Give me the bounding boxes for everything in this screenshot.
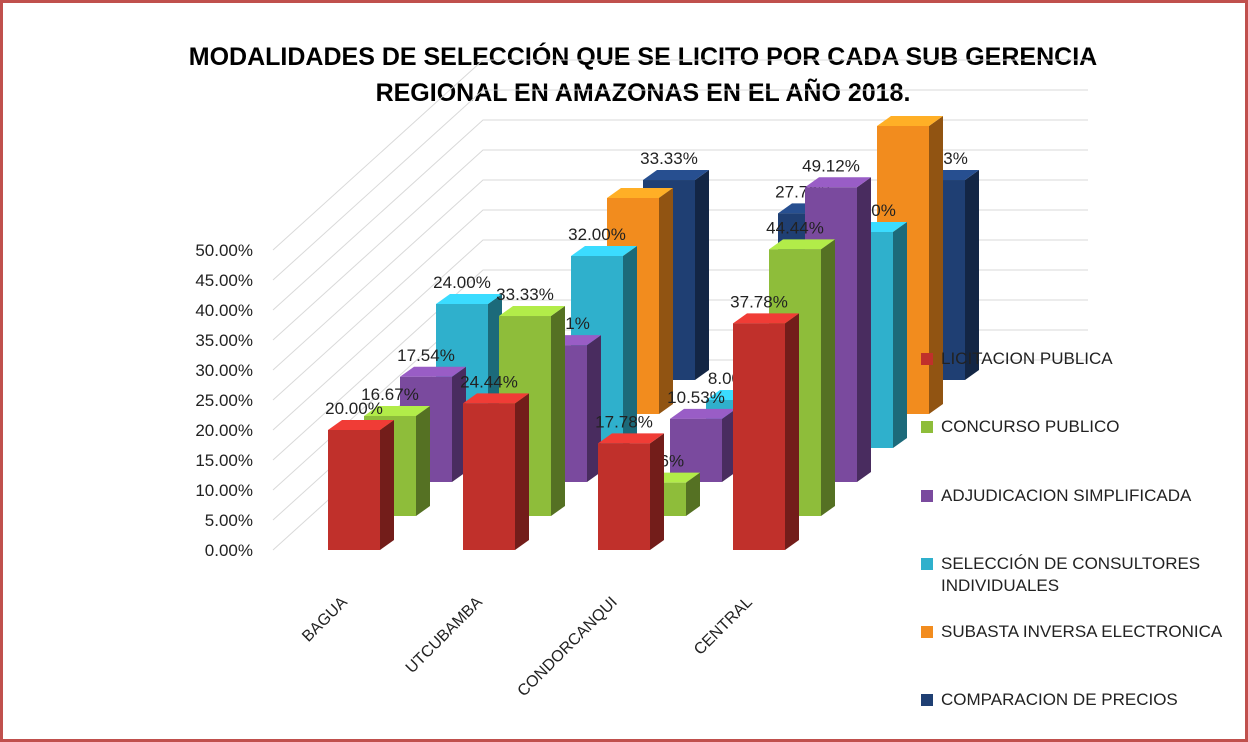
data-label: 17.54% <box>397 346 455 365</box>
data-label: 24.44% <box>460 372 518 391</box>
bar-top <box>733 313 799 324</box>
x-tick-label: CENTRAL <box>691 594 756 659</box>
bar-top <box>598 433 664 444</box>
bar-side <box>965 170 979 380</box>
data-label: 16.67% <box>361 385 419 404</box>
x-tick-label: BAGUA <box>299 594 351 646</box>
y-tick-label: 35.00% <box>195 331 253 350</box>
bar <box>463 403 515 550</box>
y-tick-label: 50.00% <box>195 241 253 260</box>
bar-top <box>769 239 835 250</box>
bar-top <box>436 294 502 304</box>
legend-swatch <box>921 558 933 570</box>
data-label: 17.78% <box>595 412 653 431</box>
bar-top <box>670 408 736 419</box>
bar-side <box>893 222 907 448</box>
legend-label: CONCURSO PUBLICO <box>941 417 1120 436</box>
legend-item: SUBASTA INVERSA ELECTRONICA <box>921 621 1245 643</box>
bar-side <box>650 433 664 550</box>
data-label: 10.53% <box>667 388 725 407</box>
legend-item: ADJUDICACION SIMPLIFICADA <box>921 485 1245 507</box>
bar-side <box>551 306 565 516</box>
legend-item: COMPARACION DE PRECIOS <box>921 689 1245 711</box>
x-tick-label: CONDORCANQUI <box>515 594 621 700</box>
bar-side <box>623 246 637 448</box>
legend-swatch <box>921 490 933 502</box>
y-tick-label: 15.00% <box>195 451 253 470</box>
bar-side <box>929 116 943 414</box>
legend-label: COMPARACION DE PRECIOS <box>941 690 1178 709</box>
legend-item: SELECCIÓN DE CONSULTORES INDIVIDUALES <box>921 553 1245 597</box>
y-tick-label: 40.00% <box>195 301 253 320</box>
y-tick-label: 20.00% <box>195 421 253 440</box>
data-label: 33.33% <box>496 285 554 304</box>
bar-side <box>452 366 466 482</box>
data-label: 37.78% <box>730 292 788 311</box>
bar-side <box>515 393 529 550</box>
bar-top <box>400 366 466 377</box>
bar-side <box>587 335 601 482</box>
legend-item: LICITACION PUBLICA <box>921 348 1245 370</box>
y-tick-label: 10.00% <box>195 481 253 500</box>
y-tick-label: 5.00% <box>205 511 253 530</box>
bar-side <box>380 420 394 550</box>
legend-swatch <box>921 421 933 433</box>
bar-top <box>463 393 529 404</box>
x-tick-label: UTCUBAMBA <box>403 594 486 677</box>
legend-label: SELECCIÓN DE CONSULTORES INDIVIDUALES <box>941 554 1201 595</box>
bar-side <box>659 188 673 414</box>
y-tick-label: 30.00% <box>195 361 253 380</box>
bar-side <box>722 408 736 482</box>
data-label: 33.33% <box>640 149 698 168</box>
data-label: 32.00% <box>568 225 626 244</box>
legend-label: SUBASTA INVERSA ELECTRONICA <box>941 622 1223 641</box>
bar-top <box>328 420 394 430</box>
bar-top <box>643 170 709 181</box>
legend-label: LICITACION PUBLICA <box>941 349 1113 368</box>
chart-title: MODALIDADES DE SELECCIÓN QUE SE LICITO P… <box>188 43 1098 107</box>
legend-swatch <box>921 626 933 638</box>
data-label: 24.00% <box>433 273 491 292</box>
bar-top <box>364 405 430 416</box>
y-tick-label: 0.00% <box>205 541 253 560</box>
data-label: 49.12% <box>802 156 860 175</box>
legend-item: CONCURSO PUBLICO <box>921 416 1245 438</box>
bar-side <box>416 405 430 516</box>
grid-line <box>272 59 1088 251</box>
bar-top <box>607 188 673 198</box>
bar-top <box>877 116 943 126</box>
bar-side <box>785 313 799 550</box>
data-label: 20.00% <box>325 399 383 418</box>
y-tick-label: 25.00% <box>195 391 253 410</box>
bar <box>328 430 380 550</box>
grid-line <box>272 89 1088 281</box>
chart: 0.00% 5.00% 10.00% 15.00% 20.00% 25.00% 30.00%… <box>195 59 1088 700</box>
bar <box>670 418 722 482</box>
bar-top <box>499 306 565 317</box>
bar <box>598 443 650 550</box>
bar <box>733 323 785 550</box>
legend-label: ADJUDICACION SIMPLIFICADA <box>941 486 1192 505</box>
legend-swatch <box>921 353 933 365</box>
bar-top <box>571 246 637 256</box>
bar-top <box>805 177 871 188</box>
bar-side <box>686 472 700 516</box>
y-tick-label: 45.00% <box>195 271 253 290</box>
bar-side <box>857 177 871 482</box>
data-label: 44.44% <box>766 218 824 237</box>
legend-swatch <box>921 694 933 706</box>
bar-side <box>695 170 709 380</box>
bar-side <box>821 239 835 517</box>
